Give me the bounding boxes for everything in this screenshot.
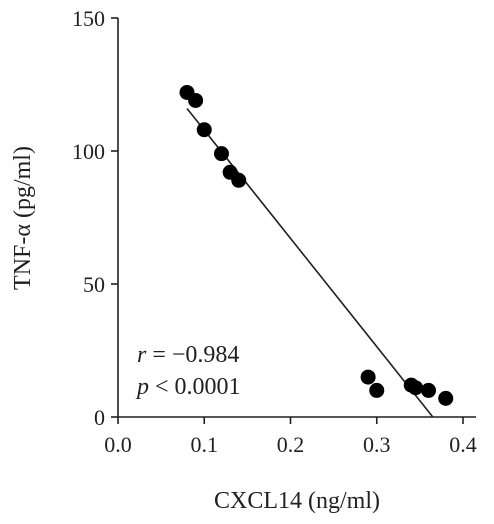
x-tick-label: 0.4 <box>449 432 477 457</box>
regression-line-group <box>186 107 434 418</box>
ticks: 0 50 100 150 0.0 0.1 0.2 0.3 0.4 <box>72 6 477 457</box>
y-tick-label: 0 <box>94 405 105 430</box>
regression-line <box>186 107 434 418</box>
y-tick-label: 100 <box>72 139 105 164</box>
correlation-annotation: r = −0.984 <box>137 342 239 368</box>
data-point <box>214 146 229 162</box>
x-axis-label: CXCL14 (ng/ml) <box>214 488 380 514</box>
p-value: < 0.0001 <box>149 374 241 400</box>
data-point <box>188 92 204 108</box>
y-tick-label: 50 <box>83 272 105 297</box>
data-point <box>369 382 385 398</box>
data-point <box>438 390 454 406</box>
y-axis-label: TNF-α (pg/ml) <box>10 146 36 290</box>
x-tick-label: 0.3 <box>363 432 391 457</box>
x-tick-label: 0.0 <box>104 432 132 457</box>
x-tick-label: 0.2 <box>277 432 305 457</box>
data-point <box>421 382 436 398</box>
data-point <box>408 380 424 396</box>
data-point <box>231 172 247 188</box>
axes <box>117 18 476 418</box>
data-point <box>360 369 376 385</box>
r-value: = −0.984 <box>146 342 239 368</box>
p-value-annotation: p < 0.0001 <box>135 374 241 400</box>
data-points <box>179 84 454 406</box>
r-symbol: r <box>137 342 147 368</box>
data-point <box>196 122 212 138</box>
p-symbol: p <box>135 374 149 400</box>
x-tick-label: 0.1 <box>191 432 219 457</box>
y-tick-label: 150 <box>72 6 105 31</box>
